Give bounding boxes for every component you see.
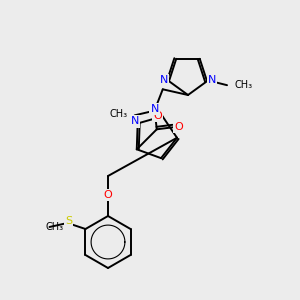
Text: N: N [160,75,168,85]
Text: O: O [174,122,183,132]
Text: O: O [103,190,112,200]
Text: S: S [65,216,72,226]
Text: O: O [153,111,162,121]
Text: CH₃: CH₃ [46,222,64,232]
Text: CH₃: CH₃ [234,80,252,90]
Text: N: N [130,116,139,127]
Text: N: N [208,75,216,85]
Text: N: N [151,104,159,114]
Text: CH₃: CH₃ [110,109,128,119]
